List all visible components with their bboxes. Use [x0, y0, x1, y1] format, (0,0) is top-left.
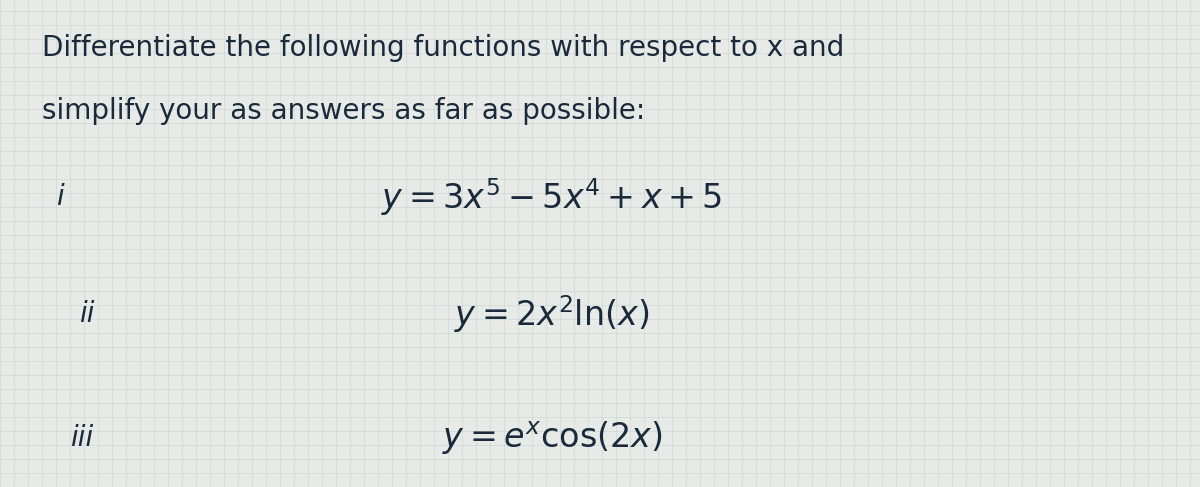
Text: simplify your as answers as far as possible:: simplify your as answers as far as possi… [42, 97, 646, 125]
Text: $y = 3x^5 - 5x^4 + x + 5$: $y = 3x^5 - 5x^4 + x + 5$ [382, 176, 722, 218]
Text: $y = 2x^2 \ln(x)$: $y = 2x^2 \ln(x)$ [455, 293, 649, 335]
Text: iii: iii [70, 424, 94, 452]
Text: $y = e^{x}\cos(2x)$: $y = e^{x}\cos(2x)$ [442, 419, 662, 457]
Text: Differentiate the following functions with respect to x and: Differentiate the following functions wi… [42, 34, 845, 62]
Text: ii: ii [79, 300, 94, 328]
Text: i: i [56, 183, 64, 211]
